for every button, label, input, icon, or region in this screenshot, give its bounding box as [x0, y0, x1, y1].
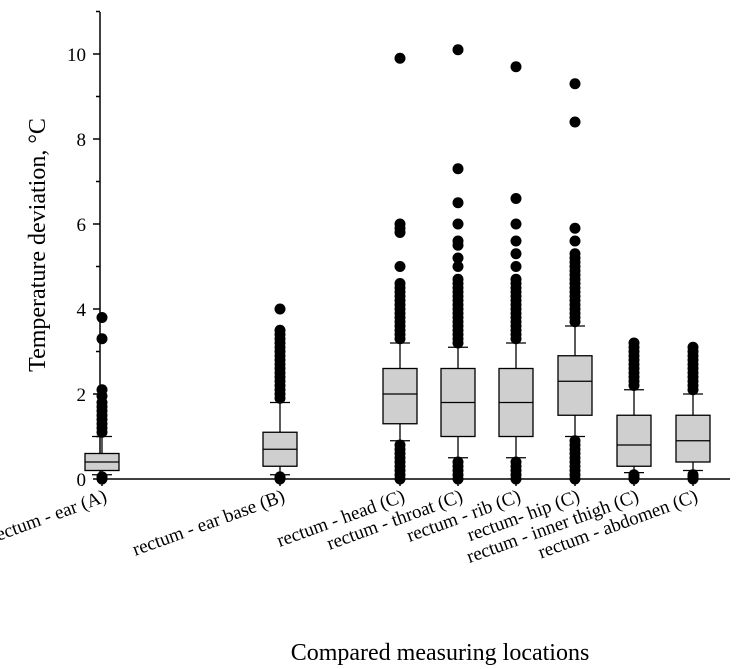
box-group	[382, 52, 418, 485]
y-tick-label: 4	[77, 300, 87, 321]
box-series	[84, 44, 711, 485]
outlier-point	[274, 303, 286, 315]
y-tick-label: 8	[77, 130, 87, 151]
outlier-point	[510, 456, 522, 468]
category-labels: rectum - ear (A) rectum - ear base (B)rec…	[0, 486, 701, 568]
outlier-point	[510, 273, 522, 285]
outlier-point	[510, 261, 522, 272]
outlier-point	[452, 163, 464, 175]
outlier-point	[394, 261, 406, 272]
outlier-point	[687, 341, 699, 353]
outlier-point	[452, 44, 464, 56]
outlier-point	[394, 278, 406, 289]
box	[382, 367, 418, 425]
outlier-point	[452, 252, 464, 264]
outlier-point	[628, 469, 640, 481]
outlier-point	[569, 222, 581, 234]
outlier-point	[510, 248, 522, 260]
outlier-point	[96, 333, 108, 345]
outlier-point	[569, 235, 581, 247]
y-axis-title: Temperature deviation, °C	[25, 118, 51, 372]
outlier-point	[452, 273, 464, 285]
box-group	[616, 337, 652, 485]
outlier-point	[96, 471, 108, 483]
box	[675, 414, 711, 463]
box-group	[498, 61, 534, 485]
y-tick-label: 0	[77, 470, 87, 491]
outlier-point	[394, 218, 406, 230]
outlier-point	[628, 337, 640, 349]
box	[616, 414, 652, 467]
outlier-point	[274, 471, 286, 483]
outlier-point	[96, 312, 108, 323]
box-group	[557, 78, 593, 485]
outlier-point	[452, 197, 464, 209]
y-axis: 0 2 4 6 8 10	[67, 10, 101, 491]
outlier-point	[687, 469, 699, 481]
x-tick-label: rectum - ear base (B)	[130, 486, 288, 561]
y-tick-label: 10	[67, 45, 86, 66]
y-tick-label: 6	[77, 215, 87, 236]
outlier-point	[569, 248, 581, 260]
outlier-point	[510, 61, 522, 73]
outlier-point	[510, 235, 522, 247]
outlier-point	[452, 218, 464, 230]
outlier-point	[569, 78, 581, 90]
box-group	[675, 341, 711, 485]
box	[557, 355, 593, 416]
outlier-point	[274, 324, 286, 336]
outlier-point	[569, 435, 581, 447]
box-group	[262, 303, 298, 485]
outlier-point	[394, 52, 406, 64]
box-group	[84, 312, 120, 485]
outlier-point	[96, 384, 108, 396]
x-tick-label: rectum - ear (A)	[0, 486, 110, 548]
outlier-point	[452, 261, 464, 272]
outlier-point	[394, 439, 406, 451]
x-axis-title: Compared measuring locations	[291, 640, 590, 666]
outlier-point	[569, 116, 581, 128]
outlier-point	[510, 193, 522, 204]
y-tick-label: 2	[77, 385, 87, 406]
box-group	[440, 44, 476, 485]
outlier-point	[452, 235, 464, 247]
outlier-point	[510, 218, 522, 230]
outlier-point	[452, 456, 464, 468]
